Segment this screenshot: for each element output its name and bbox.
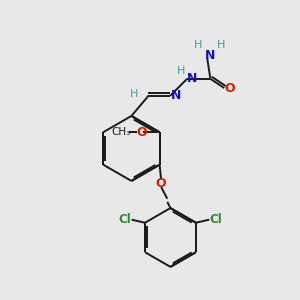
Text: O: O (225, 82, 235, 94)
Text: CH₃: CH₃ (111, 127, 130, 137)
Text: N: N (205, 49, 216, 62)
Text: O: O (156, 177, 167, 190)
Text: Cl: Cl (118, 213, 131, 226)
Text: H: H (217, 40, 225, 50)
Text: H: H (130, 89, 139, 99)
Text: O: O (136, 126, 147, 139)
Text: N: N (170, 89, 181, 102)
Text: H: H (177, 66, 185, 76)
Text: H: H (194, 40, 202, 50)
Text: Cl: Cl (210, 213, 222, 226)
Text: N: N (187, 72, 197, 85)
